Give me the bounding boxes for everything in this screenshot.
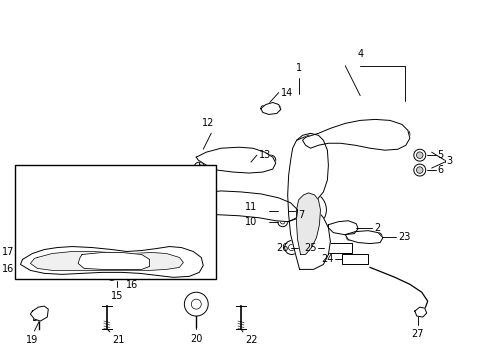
Bar [33,314,41,320]
Text: 4: 4 [356,49,363,59]
Text: 24: 24 [320,255,333,265]
Text: 6: 6 [437,165,443,175]
Text: 21: 21 [112,335,124,345]
Bar [324,243,351,252]
Text: 22: 22 [244,335,257,345]
Polygon shape [345,231,382,244]
Circle shape [184,292,208,316]
Polygon shape [328,221,357,235]
Circle shape [413,164,425,176]
Polygon shape [30,252,183,270]
Text: 20: 20 [190,334,202,344]
Text: 25: 25 [304,243,316,253]
Polygon shape [287,133,330,269]
Polygon shape [296,193,320,255]
Bar [342,255,367,265]
Polygon shape [302,120,409,150]
Text: 1: 1 [295,63,301,73]
Bar [15,165,216,279]
Polygon shape [78,252,149,269]
Circle shape [416,152,422,158]
Text: 17: 17 [131,260,144,269]
Text: 26: 26 [276,243,288,253]
Text: 8: 8 [199,193,205,203]
Text: 19: 19 [26,335,39,345]
Polygon shape [173,191,297,222]
Text: 3: 3 [446,156,452,166]
Text: 16: 16 [2,264,15,274]
Text: 13: 13 [258,150,270,160]
Text: 15: 15 [110,291,123,301]
Text: 9: 9 [185,178,191,188]
Circle shape [413,149,425,161]
Text: 2: 2 [373,223,380,233]
Text: 18: 18 [203,252,215,262]
Polygon shape [20,247,203,277]
Text: 17: 17 [2,247,15,257]
Text: 7: 7 [298,210,304,220]
Text: 11: 11 [244,202,256,212]
Text: 12: 12 [202,118,214,129]
Text: 16: 16 [125,280,138,290]
Text: 5: 5 [437,150,443,160]
Text: 27: 27 [411,329,423,339]
Polygon shape [414,307,426,317]
Circle shape [416,167,422,174]
Polygon shape [30,306,48,321]
Text: 23: 23 [397,231,409,242]
Text: 14: 14 [280,87,292,98]
Text: 10: 10 [244,217,256,227]
Polygon shape [196,147,275,173]
Polygon shape [260,103,280,114]
